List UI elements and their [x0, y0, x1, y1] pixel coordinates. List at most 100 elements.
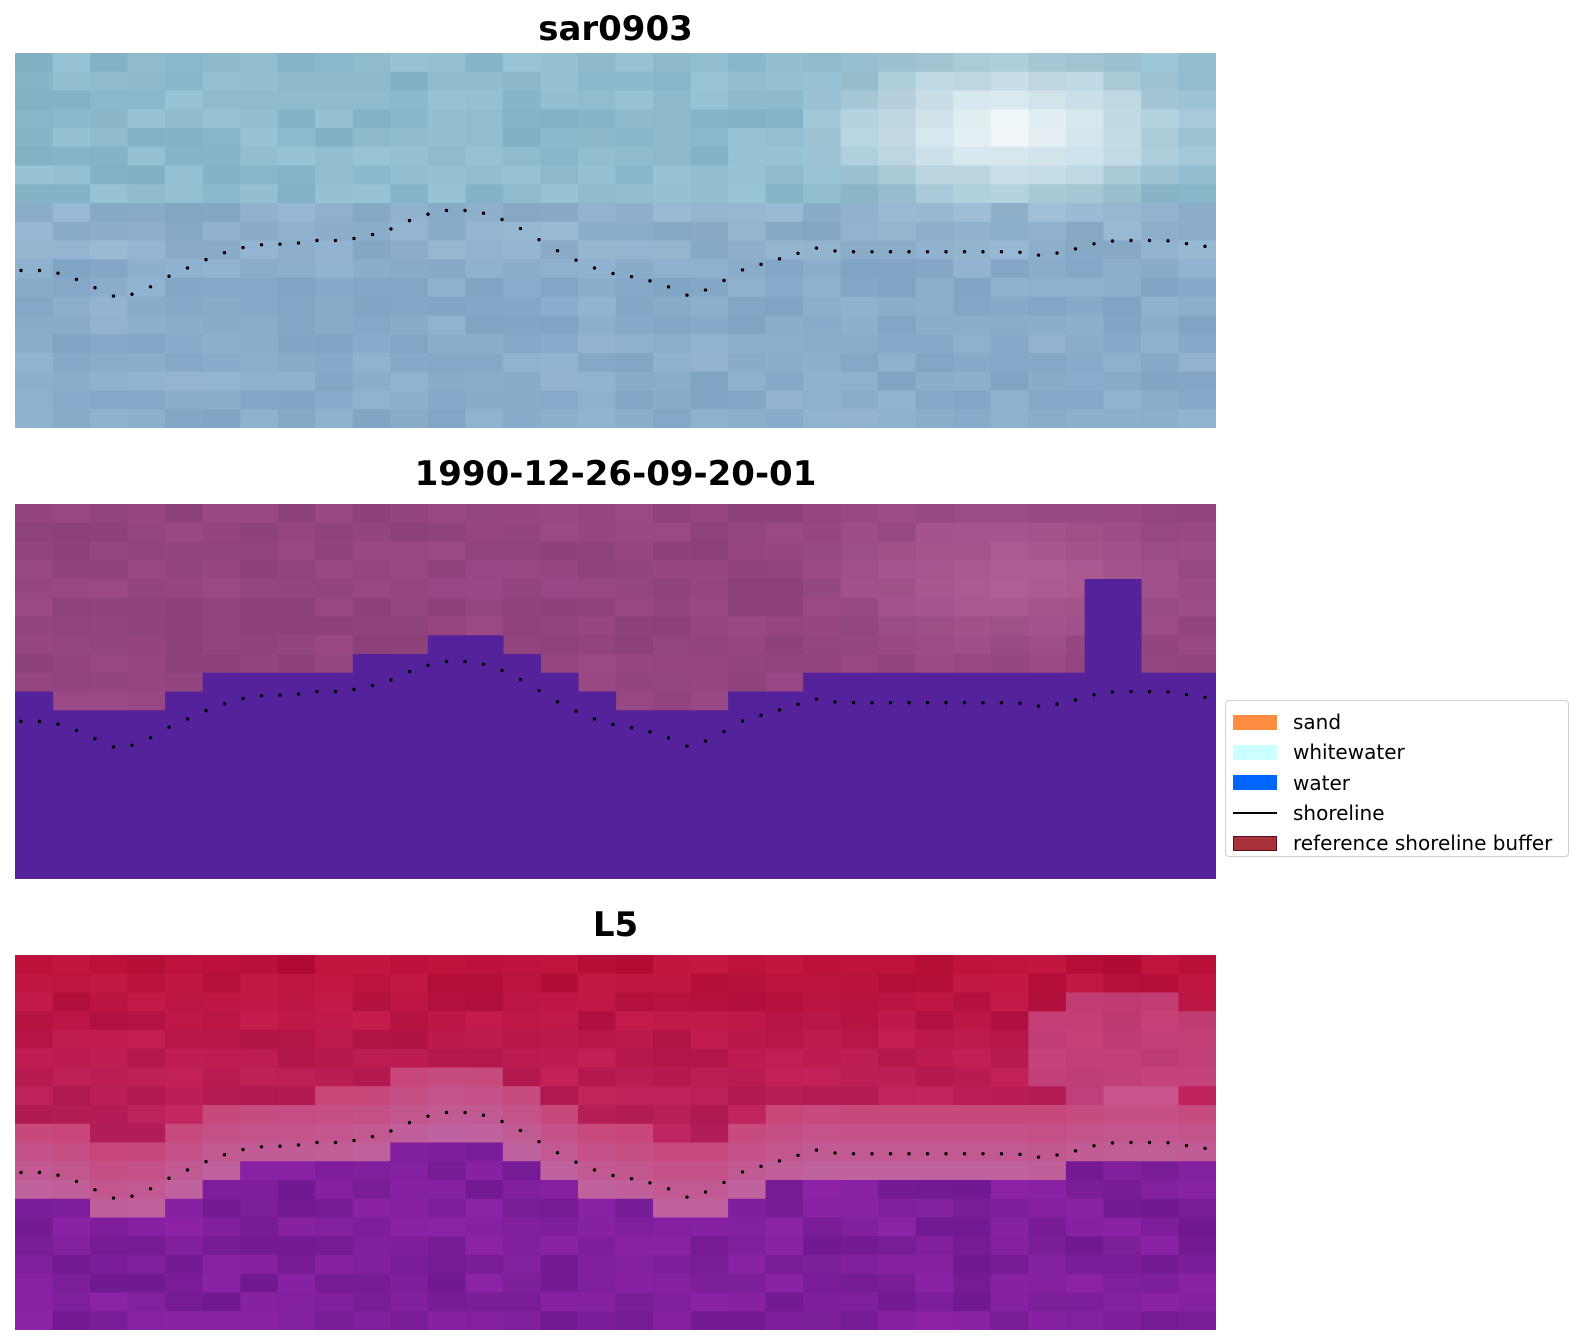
sar-pixel	[390, 146, 429, 167]
sar-pixel	[165, 278, 204, 298]
sar-pixel	[690, 221, 729, 242]
sar-pixel	[465, 146, 504, 167]
sar-pixel	[953, 165, 992, 185]
shoreline-point	[259, 243, 264, 247]
land-pixel	[653, 560, 692, 580]
l5-pixel	[540, 1086, 579, 1106]
sar-pixel	[690, 53, 729, 73]
l5-pixel	[990, 1180, 1029, 1200]
sar-pixel	[352, 109, 391, 129]
shoreline-point	[518, 1128, 523, 1133]
land-pixel	[315, 522, 354, 543]
l5-pixel	[765, 1198, 804, 1219]
sar-pixel	[465, 53, 504, 73]
land-pixel	[1028, 616, 1067, 636]
sar-pixel	[540, 184, 579, 204]
l5-pixel	[465, 1142, 504, 1162]
land-pixel	[165, 541, 204, 561]
sar-pixel	[52, 53, 91, 73]
sar-pixel	[465, 90, 504, 110]
l5-pixel	[465, 973, 504, 994]
shoreline-point	[1203, 244, 1207, 249]
land-pixel	[915, 541, 954, 561]
sar-pixel	[352, 334, 391, 354]
sar-pixel	[90, 371, 129, 392]
l5-pixel	[728, 1311, 767, 1330]
l5-pixel	[803, 955, 842, 975]
shoreline-point	[352, 1138, 356, 1143]
water-class-column	[240, 672, 279, 879]
water-class-column	[1028, 672, 1067, 879]
l5-pixel	[315, 973, 354, 994]
sar-pixel	[540, 71, 579, 92]
l5-pixel	[52, 1292, 91, 1312]
sar-pixel	[540, 278, 579, 298]
sar-pixel	[1140, 203, 1180, 223]
shoreline-point	[1203, 695, 1207, 700]
sar-pixel	[502, 53, 542, 73]
land-pixel	[390, 635, 429, 655]
shoreline-point	[222, 702, 227, 706]
sar-pixel	[728, 296, 767, 317]
sar-pixel	[165, 221, 204, 242]
l5-pixel	[427, 1142, 466, 1162]
l5-pixel	[165, 1123, 204, 1144]
sar-pixel	[427, 259, 466, 279]
panel-title-sar: sar0903	[538, 9, 693, 49]
l5-pixel	[52, 1086, 91, 1106]
sar-pixel	[352, 296, 391, 317]
sar-pixel	[540, 90, 579, 110]
sar-pixel	[1065, 146, 1105, 167]
land-pixel	[1178, 579, 1216, 599]
l5-pixel	[615, 1123, 654, 1144]
land-pixel	[90, 635, 129, 655]
l5-pixel	[953, 1030, 992, 1050]
shoreline-point	[1110, 690, 1115, 694]
sar-pixel	[52, 315, 91, 335]
l5-pixel	[840, 1030, 879, 1050]
sar-pixel	[202, 259, 241, 279]
sar-pixel	[15, 71, 54, 92]
land-pixel	[540, 616, 579, 636]
land-pixel	[165, 635, 204, 655]
shoreline-point	[1092, 1144, 1096, 1148]
land-pixel	[765, 616, 804, 636]
sar-pixel	[915, 259, 954, 279]
l5-pixel	[1140, 1255, 1180, 1275]
shoreline-point	[278, 242, 282, 246]
sar-pixel	[165, 109, 204, 129]
sar-pixel	[990, 353, 1029, 373]
l5-pixel	[315, 1011, 354, 1031]
shoreline-point	[1110, 239, 1115, 243]
sar-pixel	[15, 371, 54, 392]
sar-pixel	[1140, 146, 1180, 167]
sand-swatch	[1233, 714, 1277, 730]
l5-pixel	[1065, 1142, 1105, 1162]
sar-pixel	[390, 184, 429, 204]
water-class-column	[915, 672, 954, 879]
sar-pixel	[803, 409, 842, 428]
l5-pixel	[1028, 1217, 1067, 1237]
l5-pixel	[315, 1292, 354, 1312]
shoreline-point	[185, 1168, 190, 1172]
l5-pixel	[540, 1217, 579, 1237]
sar-pixel	[427, 334, 466, 354]
sar-pixel	[765, 109, 804, 129]
land-pixel	[202, 579, 241, 599]
l5-pixel	[352, 1255, 391, 1275]
l5-pixel	[728, 1161, 767, 1181]
sar-pixel	[840, 371, 879, 392]
l5-pixel	[878, 1105, 917, 1125]
l5-pixel	[840, 1311, 879, 1330]
sar-pixel	[1178, 203, 1216, 223]
sar-pixel	[315, 371, 354, 392]
shoreline-point	[1184, 241, 1189, 246]
land-pixel	[840, 654, 879, 674]
land-pixel	[427, 616, 466, 636]
shoreline-point	[315, 689, 319, 694]
shoreline-point	[500, 217, 504, 222]
sar-pixel	[15, 353, 54, 373]
sar-pixel	[352, 259, 391, 279]
land-pixel	[15, 504, 54, 524]
land-pixel	[427, 560, 466, 580]
